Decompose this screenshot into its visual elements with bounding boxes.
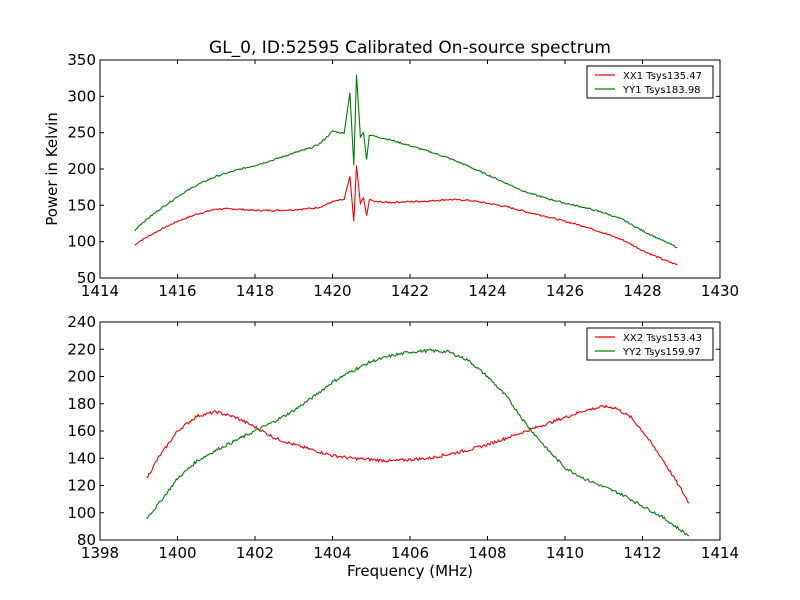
x-tick-label: 1408 — [468, 544, 506, 562]
y-tick-label: 250 — [67, 124, 96, 142]
legend-box — [586, 327, 714, 361]
legend-label: XX1 Tsys135.47 — [623, 71, 702, 82]
x-tick-label: 1424 — [468, 282, 506, 300]
y-axis-label-top: Power in Kelvin — [43, 112, 61, 226]
x-axis-label-bottom: Frequency (MHz) — [347, 562, 473, 580]
x-tick-label: 1414 — [701, 544, 739, 562]
x-tick-label: 1430 — [701, 282, 739, 300]
legend: XX1 Tsys135.47 YY1 Tsys183.98 — [586, 65, 714, 99]
x-tick-label: 1418 — [236, 282, 274, 300]
series-line-yy1 — [134, 74, 678, 249]
y-tick-label: 100 — [67, 504, 96, 522]
y-tick-label: 150 — [67, 196, 96, 214]
x-tick-label: 1414 — [81, 282, 119, 300]
series-line-xx1 — [134, 165, 678, 266]
x-tick-label: 1412 — [623, 544, 661, 562]
x-tick-label: 1404 — [313, 544, 351, 562]
chart-title: GL_0, ID:52595 Calibrated On-source spec… — [209, 38, 611, 58]
plot-panel-1: 1414 1416 1418 1420 1422 1424 1426 1428 1430 50 10… — [67, 51, 739, 300]
x-tick-label: 1428 — [623, 282, 661, 300]
series-line-xx2 — [146, 404, 690, 504]
x-tick-label: 1400 — [158, 544, 196, 562]
x-tick-label: 1416 — [158, 282, 196, 300]
plot-panel-2: 1398 1400 1402 1404 1406 1408 1410 1412 1414 80 10… — [67, 313, 739, 562]
legend-label: YY1 Tsys183.98 — [622, 85, 701, 96]
y-tick-label: 200 — [67, 160, 96, 178]
y-tick-label: 80 — [77, 531, 96, 549]
y-tick-label: 200 — [67, 368, 96, 386]
legend: XX2 Tsys153.43 YY2 Tsys159.97 — [586, 327, 714, 361]
x-tick-label: 1406 — [391, 544, 429, 562]
y-tick-label: 100 — [67, 233, 96, 251]
y-tick-label: 300 — [67, 87, 96, 105]
x-tick-label: 1410 — [546, 544, 584, 562]
y-tick-label: 160 — [67, 422, 96, 440]
legend-box — [586, 65, 714, 99]
y-tick-label: 120 — [67, 477, 96, 495]
y-tick-label: 50 — [77, 269, 96, 287]
y-tick-label: 140 — [67, 449, 96, 467]
x-tick-label: 1426 — [546, 282, 584, 300]
x-tick-label: 1398 — [81, 544, 119, 562]
x-tick-label: 1420 — [313, 282, 351, 300]
x-tick-label: 1422 — [391, 282, 429, 300]
x-tick-label: 1402 — [236, 544, 274, 562]
y-tick-label: 350 — [67, 51, 96, 69]
legend-label: XX2 Tsys153.43 — [623, 333, 702, 344]
series-line-yy2 — [146, 348, 690, 537]
y-tick-label: 180 — [67, 395, 96, 413]
y-tick-label: 240 — [67, 313, 96, 331]
legend-label: YY2 Tsys159.97 — [622, 347, 701, 358]
y-tick-label: 220 — [67, 340, 96, 358]
